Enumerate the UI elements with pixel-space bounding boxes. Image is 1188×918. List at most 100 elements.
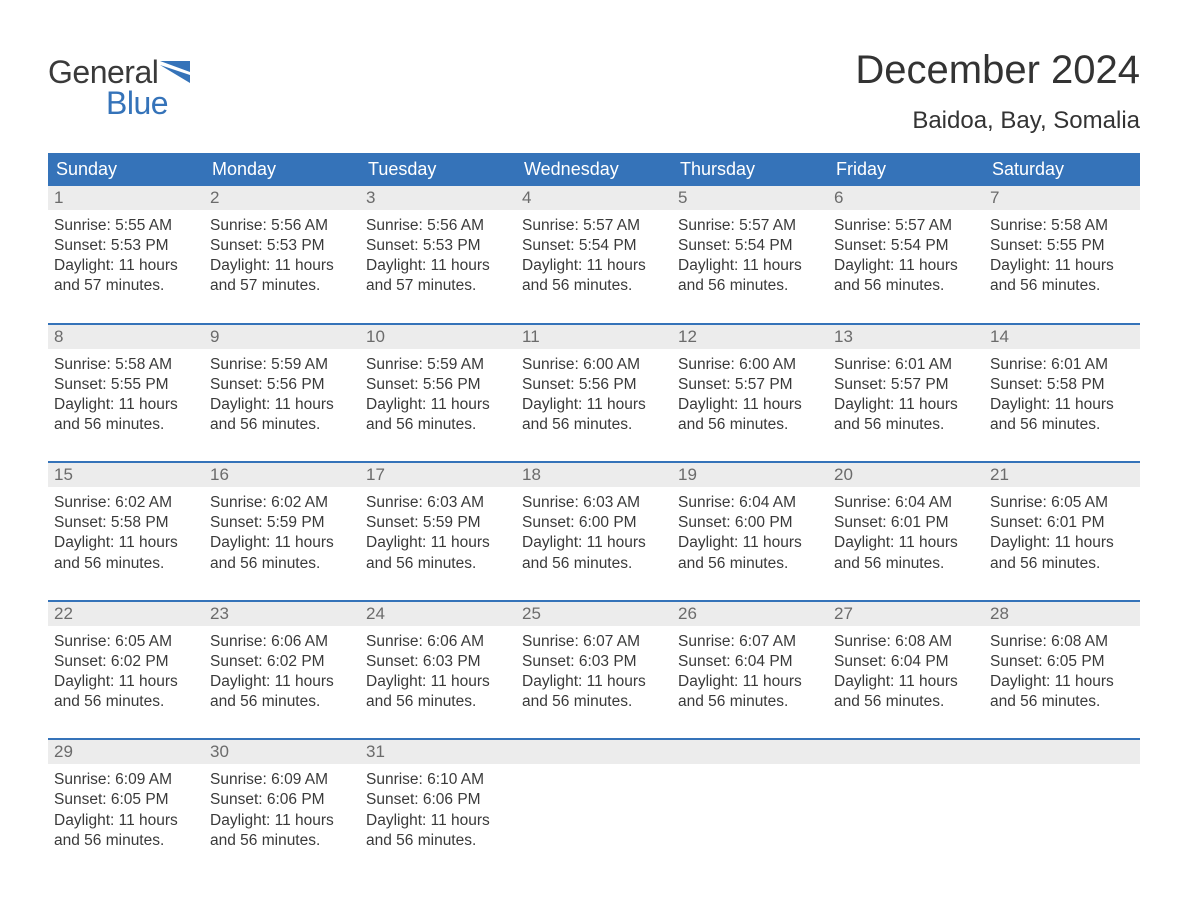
day-body: Sunrise: 5:59 AMSunset: 5:56 PMDaylight:… (204, 349, 360, 436)
day-cell: 28Sunrise: 6:08 AMSunset: 6:05 PMDayligh… (984, 602, 1140, 713)
day-cell: 12Sunrise: 6:00 AMSunset: 5:57 PMDayligh… (672, 325, 828, 436)
day-number (672, 740, 828, 764)
day-number: 25 (516, 602, 672, 626)
day-number: 30 (204, 740, 360, 764)
sunset-text: Sunset: 5:56 PM (210, 375, 354, 395)
sunrise-text: Sunrise: 6:01 AM (834, 355, 978, 375)
day-cell: 24Sunrise: 6:06 AMSunset: 6:03 PMDayligh… (360, 602, 516, 713)
day-body: Sunrise: 5:59 AMSunset: 5:56 PMDaylight:… (360, 349, 516, 436)
day-number: 10 (360, 325, 516, 349)
sunrise-text: Sunrise: 6:04 AM (834, 493, 978, 513)
day-cell: 5Sunrise: 5:57 AMSunset: 5:54 PMDaylight… (672, 186, 828, 297)
day-cell: 26Sunrise: 6:07 AMSunset: 6:04 PMDayligh… (672, 602, 828, 713)
daylight-text: Daylight: 11 hours and 56 minutes. (210, 811, 354, 851)
day-cell: 22Sunrise: 6:05 AMSunset: 6:02 PMDayligh… (48, 602, 204, 713)
day-cell: 11Sunrise: 6:00 AMSunset: 5:56 PMDayligh… (516, 325, 672, 436)
page: General Blue December 2024 Baidoa, Bay, … (0, 0, 1188, 851)
sunset-text: Sunset: 6:05 PM (54, 790, 198, 810)
day-number: 3 (360, 186, 516, 210)
daylight-text: Daylight: 11 hours and 56 minutes. (366, 395, 510, 435)
day-number: 28 (984, 602, 1140, 626)
day-cell: 30Sunrise: 6:09 AMSunset: 6:06 PMDayligh… (204, 740, 360, 851)
daylight-text: Daylight: 11 hours and 56 minutes. (522, 533, 666, 573)
dow-tuesday: Tuesday (360, 153, 516, 186)
sunrise-text: Sunrise: 6:03 AM (522, 493, 666, 513)
sunrise-text: Sunrise: 6:02 AM (210, 493, 354, 513)
day-body: Sunrise: 6:05 AMSunset: 6:02 PMDaylight:… (48, 626, 204, 713)
header: General Blue December 2024 Baidoa, Bay, … (48, 48, 1140, 135)
day-number: 2 (204, 186, 360, 210)
sunset-text: Sunset: 5:53 PM (54, 236, 198, 256)
sunrise-text: Sunrise: 5:58 AM (54, 355, 198, 375)
day-number: 13 (828, 325, 984, 349)
day-cell: 9Sunrise: 5:59 AMSunset: 5:56 PMDaylight… (204, 325, 360, 436)
week-row: 1Sunrise: 5:55 AMSunset: 5:53 PMDaylight… (48, 186, 1140, 297)
day-cell: 25Sunrise: 6:07 AMSunset: 6:03 PMDayligh… (516, 602, 672, 713)
sunrise-text: Sunrise: 6:07 AM (522, 632, 666, 652)
sunrise-text: Sunrise: 5:59 AM (366, 355, 510, 375)
daylight-text: Daylight: 11 hours and 56 minutes. (210, 395, 354, 435)
week-row: 29Sunrise: 6:09 AMSunset: 6:05 PMDayligh… (48, 738, 1140, 851)
daylight-text: Daylight: 11 hours and 56 minutes. (522, 672, 666, 712)
day-body: Sunrise: 6:02 AMSunset: 5:58 PMDaylight:… (48, 487, 204, 574)
sunrise-text: Sunrise: 6:10 AM (366, 770, 510, 790)
location: Baidoa, Bay, Somalia (855, 107, 1140, 135)
daylight-text: Daylight: 11 hours and 56 minutes. (678, 533, 822, 573)
sunrise-text: Sunrise: 6:07 AM (678, 632, 822, 652)
daylight-text: Daylight: 11 hours and 57 minutes. (54, 256, 198, 296)
day-body: Sunrise: 6:01 AMSunset: 5:58 PMDaylight:… (984, 349, 1140, 436)
dow-friday: Friday (828, 153, 984, 186)
day-number: 15 (48, 463, 204, 487)
daylight-text: Daylight: 11 hours and 56 minutes. (210, 533, 354, 573)
day-cell: 20Sunrise: 6:04 AMSunset: 6:01 PMDayligh… (828, 463, 984, 574)
daylight-text: Daylight: 11 hours and 56 minutes. (678, 672, 822, 712)
sunset-text: Sunset: 6:02 PM (54, 652, 198, 672)
sunrise-text: Sunrise: 6:04 AM (678, 493, 822, 513)
week-row: 15Sunrise: 6:02 AMSunset: 5:58 PMDayligh… (48, 461, 1140, 574)
sunrise-text: Sunrise: 6:05 AM (54, 632, 198, 652)
sunset-text: Sunset: 6:04 PM (834, 652, 978, 672)
daylight-text: Daylight: 11 hours and 56 minutes. (522, 256, 666, 296)
dow-wednesday: Wednesday (516, 153, 672, 186)
sunset-text: Sunset: 6:03 PM (366, 652, 510, 672)
daylight-text: Daylight: 11 hours and 56 minutes. (990, 672, 1134, 712)
day-number: 8 (48, 325, 204, 349)
sunset-text: Sunset: 5:54 PM (678, 236, 822, 256)
daylight-text: Daylight: 11 hours and 57 minutes. (366, 256, 510, 296)
day-cell: 16Sunrise: 6:02 AMSunset: 5:59 PMDayligh… (204, 463, 360, 574)
sunset-text: Sunset: 6:00 PM (522, 513, 666, 533)
daylight-text: Daylight: 11 hours and 56 minutes. (990, 395, 1134, 435)
daylight-text: Daylight: 11 hours and 56 minutes. (54, 395, 198, 435)
daylight-text: Daylight: 11 hours and 56 minutes. (990, 533, 1134, 573)
sunrise-text: Sunrise: 6:06 AM (210, 632, 354, 652)
week-row: 8Sunrise: 5:58 AMSunset: 5:55 PMDaylight… (48, 323, 1140, 436)
daylight-text: Daylight: 11 hours and 56 minutes. (54, 672, 198, 712)
sunset-text: Sunset: 6:06 PM (366, 790, 510, 810)
sunset-text: Sunset: 5:57 PM (678, 375, 822, 395)
title-block: December 2024 Baidoa, Bay, Somalia (855, 48, 1140, 135)
day-number: 29 (48, 740, 204, 764)
dow-thursday: Thursday (672, 153, 828, 186)
sunrise-text: Sunrise: 5:56 AM (366, 216, 510, 236)
day-cell: 18Sunrise: 6:03 AMSunset: 6:00 PMDayligh… (516, 463, 672, 574)
sunset-text: Sunset: 5:58 PM (990, 375, 1134, 395)
daylight-text: Daylight: 11 hours and 56 minutes. (834, 533, 978, 573)
sunset-text: Sunset: 5:53 PM (210, 236, 354, 256)
day-number: 27 (828, 602, 984, 626)
sunset-text: Sunset: 6:04 PM (678, 652, 822, 672)
sunset-text: Sunset: 5:57 PM (834, 375, 978, 395)
day-body: Sunrise: 5:58 AMSunset: 5:55 PMDaylight:… (48, 349, 204, 436)
daylight-text: Daylight: 11 hours and 56 minutes. (990, 256, 1134, 296)
day-cell (984, 740, 1140, 851)
day-number: 6 (828, 186, 984, 210)
day-cell: 14Sunrise: 6:01 AMSunset: 5:58 PMDayligh… (984, 325, 1140, 436)
day-cell: 1Sunrise: 5:55 AMSunset: 5:53 PMDaylight… (48, 186, 204, 297)
day-body: Sunrise: 6:01 AMSunset: 5:57 PMDaylight:… (828, 349, 984, 436)
day-body: Sunrise: 6:10 AMSunset: 6:06 PMDaylight:… (360, 764, 516, 851)
sunset-text: Sunset: 5:56 PM (366, 375, 510, 395)
daylight-text: Daylight: 11 hours and 56 minutes. (522, 395, 666, 435)
day-body: Sunrise: 6:07 AMSunset: 6:04 PMDaylight:… (672, 626, 828, 713)
logo-word2: Blue (106, 85, 168, 122)
day-cell: 23Sunrise: 6:06 AMSunset: 6:02 PMDayligh… (204, 602, 360, 713)
day-body: Sunrise: 5:57 AMSunset: 5:54 PMDaylight:… (828, 210, 984, 297)
